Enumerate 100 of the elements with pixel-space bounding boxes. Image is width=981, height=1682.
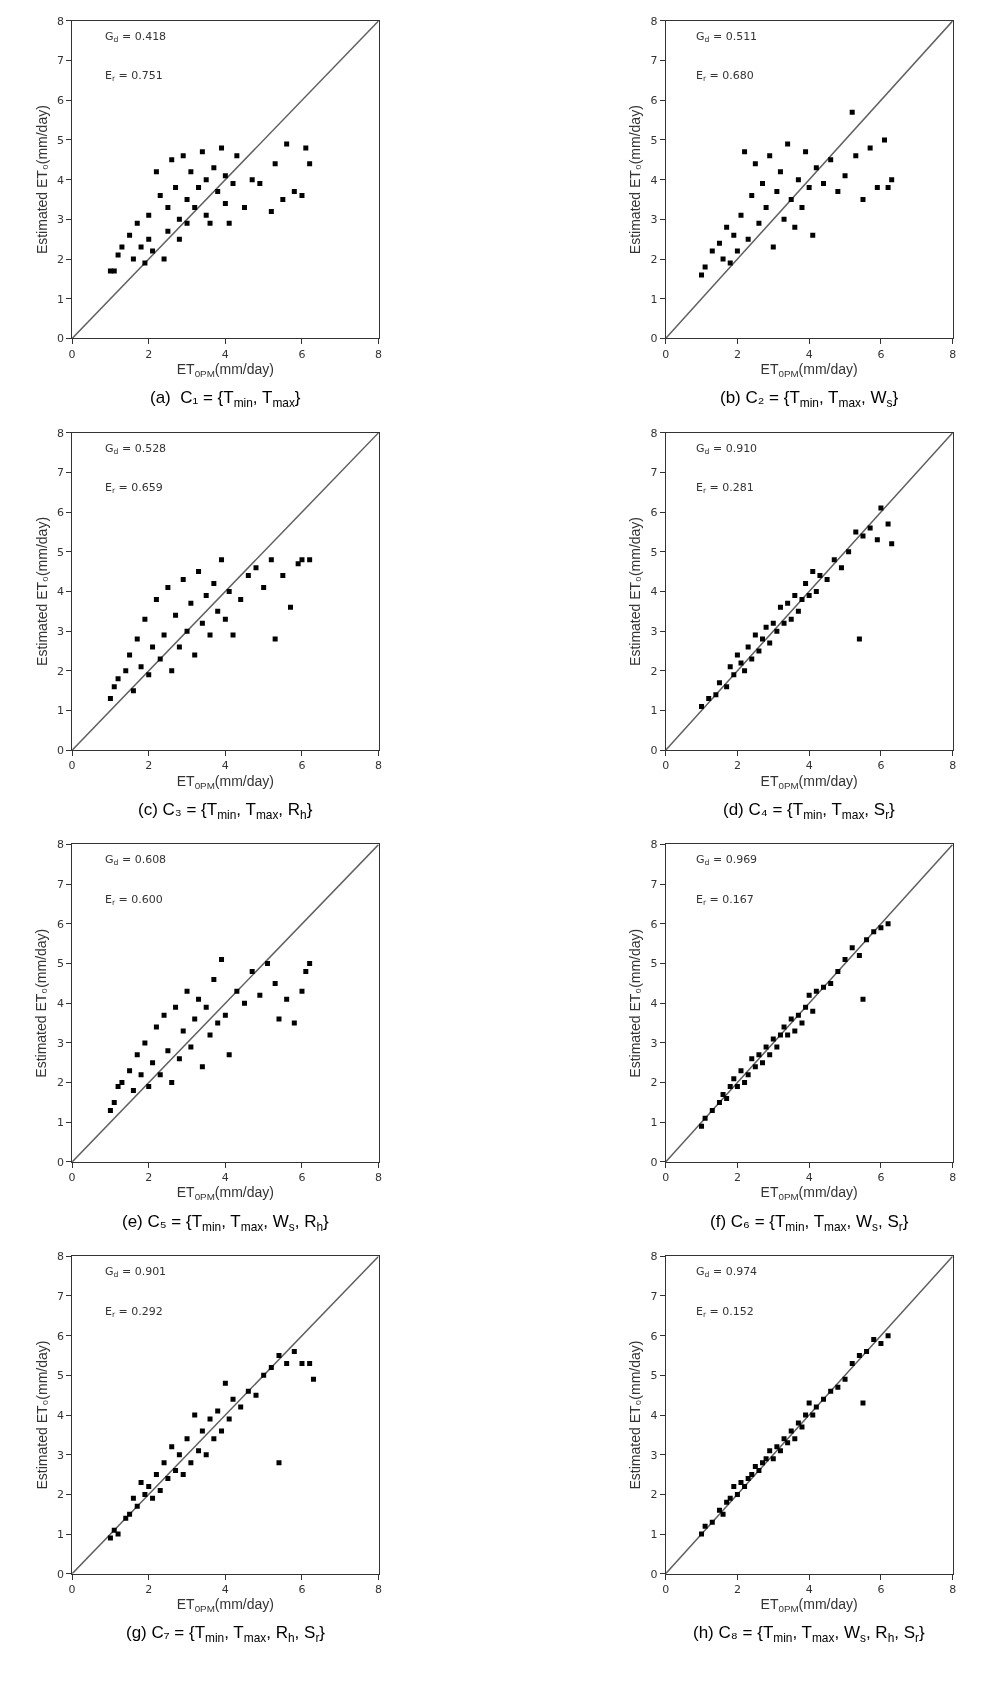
point — [720, 256, 726, 262]
point — [219, 957, 225, 963]
point — [813, 988, 819, 994]
point — [853, 529, 859, 535]
y-tick-label: 4 — [650, 1408, 658, 1422]
point — [222, 1380, 228, 1386]
y-tick-label: 3 — [650, 213, 658, 227]
x-tick-label: 0 — [68, 1171, 76, 1185]
point — [180, 1028, 186, 1034]
point — [749, 1472, 755, 1478]
point — [709, 1107, 715, 1113]
point — [234, 153, 240, 159]
point — [184, 196, 190, 202]
x-tick-label: 4 — [805, 347, 813, 361]
point — [173, 185, 179, 191]
point — [310, 1376, 316, 1382]
point — [111, 1099, 117, 1105]
text: (a) C₁ = {T$_{min}$, T$_{max}$} — [150, 388, 301, 410]
y-tick-label: 7 — [650, 466, 658, 480]
point — [111, 268, 117, 274]
point — [799, 204, 805, 210]
y-tick-label: 2 — [56, 1076, 64, 1090]
point — [731, 1483, 737, 1489]
y-tick-label: 4 — [650, 585, 658, 599]
point — [169, 1080, 175, 1086]
y-tick-label: 5 — [650, 133, 658, 147]
x-tick-label: 2 — [145, 759, 153, 773]
point — [249, 968, 255, 974]
y-tick-label: 7 — [56, 466, 64, 480]
point — [153, 1472, 159, 1478]
point — [142, 1491, 148, 1497]
x-tick-label: 0 — [662, 759, 670, 773]
point — [230, 1396, 236, 1402]
y-tick-label: 2 — [650, 664, 658, 678]
point — [219, 1428, 225, 1434]
point — [261, 584, 267, 590]
point — [199, 1428, 205, 1434]
y-tick-label: 8 — [650, 1250, 658, 1264]
point — [828, 1388, 834, 1394]
point — [157, 1072, 163, 1078]
y-tick-label: 8 — [56, 838, 64, 852]
point — [238, 1404, 244, 1410]
point — [734, 248, 740, 254]
x-axis-title: ET$_{0PM}$(mm/day) — [176, 1596, 274, 1615]
point — [180, 577, 186, 583]
point — [153, 596, 159, 602]
point — [268, 1364, 274, 1370]
point — [702, 264, 708, 270]
point — [188, 1460, 194, 1466]
point — [169, 1444, 175, 1450]
point — [196, 996, 202, 1002]
x-tick-label: 6 — [298, 1582, 306, 1596]
point — [176, 216, 182, 222]
point — [134, 1503, 140, 1509]
y-tick-label: 0 — [56, 332, 64, 346]
point — [130, 1495, 136, 1501]
point — [161, 1012, 167, 1018]
point — [774, 189, 780, 195]
point — [150, 644, 156, 650]
point — [146, 236, 152, 242]
y-tick-label: 8 — [56, 1250, 64, 1264]
point — [716, 240, 722, 246]
chart-title: (h) C₈ = {T$_{min}$, T$_{max}$, W$_{s}$, R$_{h}$, S$_{r}$} — [693, 1623, 925, 1645]
point — [184, 988, 190, 994]
point — [219, 557, 225, 563]
point — [173, 612, 179, 618]
y-tick-label: 4 — [56, 585, 64, 599]
point — [127, 1068, 133, 1074]
point — [268, 557, 274, 563]
point — [253, 565, 259, 571]
x-tick-label: 2 — [733, 347, 741, 361]
point — [756, 648, 762, 654]
point — [806, 185, 812, 191]
point — [272, 161, 278, 167]
point — [199, 1064, 205, 1070]
point — [716, 1099, 722, 1105]
y-tick-label: 7 — [650, 54, 658, 68]
point — [849, 109, 855, 115]
y-tick-label: 8 — [650, 14, 658, 28]
point — [803, 1412, 809, 1418]
point — [180, 1472, 186, 1478]
point — [752, 161, 758, 167]
point — [169, 668, 175, 674]
point — [756, 220, 762, 226]
point — [257, 992, 263, 998]
y-tick-label: 3 — [650, 624, 658, 638]
point — [738, 1068, 744, 1074]
point — [222, 1012, 228, 1018]
point — [885, 1333, 891, 1339]
point — [781, 1436, 787, 1442]
point — [203, 1004, 209, 1010]
point — [864, 1349, 870, 1355]
point — [280, 573, 286, 579]
point — [234, 988, 240, 994]
point — [699, 272, 705, 278]
point — [885, 521, 891, 527]
point — [767, 640, 773, 646]
y-axis-title: Estimated ET₀(mm/day) — [627, 105, 644, 255]
y-tick-label: 6 — [56, 1329, 64, 1343]
x-tick-label: 6 — [298, 347, 306, 361]
